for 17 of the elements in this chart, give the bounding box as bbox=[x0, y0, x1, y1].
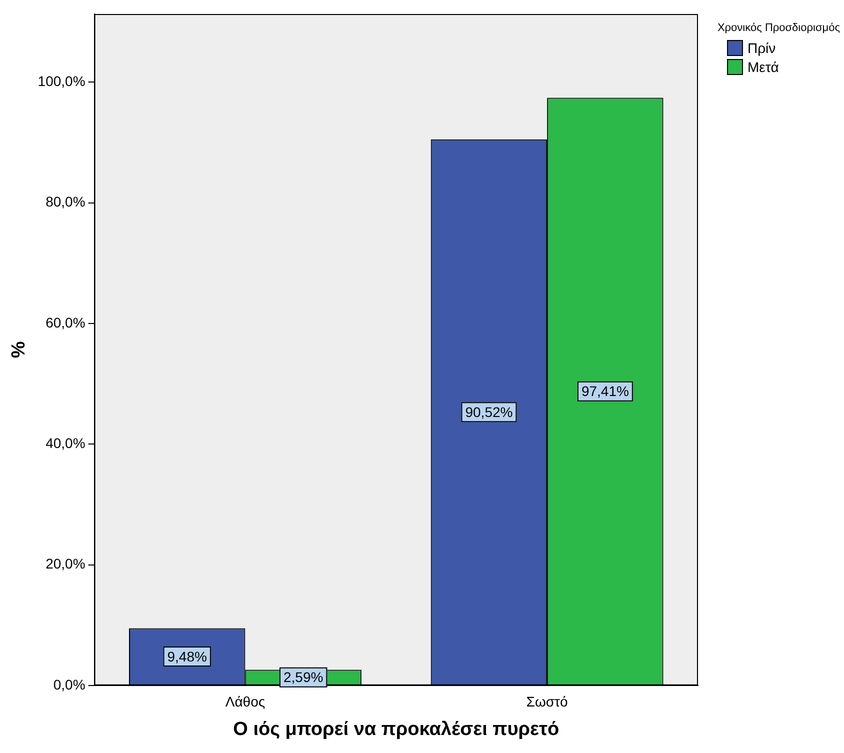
x-tick-label: Λάθος bbox=[225, 694, 266, 710]
y-tick-label: 60,0% bbox=[46, 314, 86, 330]
legend-label: Πρίν bbox=[747, 40, 776, 56]
data-label: 2,59% bbox=[283, 669, 324, 686]
y-tick-label: 80,0% bbox=[46, 194, 86, 210]
data-label: 97,41% bbox=[581, 383, 629, 400]
y-axis-title: % bbox=[8, 341, 30, 358]
x-tick-label: Σωστό bbox=[526, 694, 568, 710]
x-axis-title: Ο ιός μπορεί να προκαλέσει πυρετό bbox=[233, 718, 560, 740]
y-tick-label: 20,0% bbox=[46, 556, 86, 572]
y-tick-label: 0,0% bbox=[53, 676, 86, 692]
y-tick-label: 40,0% bbox=[46, 434, 86, 451]
y-tick-label: 100,0% bbox=[38, 73, 86, 90]
data-label: 90,52% bbox=[465, 404, 513, 420]
legend-label: Μετά bbox=[747, 59, 779, 75]
data-label: 9,48% bbox=[167, 648, 207, 664]
legend-title: Χρονικός Προσδιορισμός bbox=[717, 22, 840, 34]
